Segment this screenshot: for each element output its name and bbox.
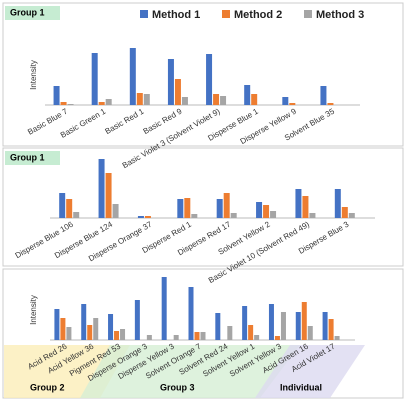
bar: [181, 97, 188, 105]
bar: [242, 306, 248, 340]
bar: [81, 304, 87, 340]
bar: [59, 193, 66, 218]
y-axis-label: Intensity: [29, 60, 38, 90]
bar: [66, 199, 73, 218]
bar: [334, 336, 340, 340]
group-badge: [5, 6, 60, 20]
legend-swatch: [304, 10, 312, 18]
group-band: [255, 345, 365, 398]
bar: [248, 325, 254, 340]
bar: [108, 314, 114, 340]
bar: [223, 193, 230, 218]
bar: [220, 96, 227, 105]
bar: [73, 212, 80, 218]
bar: [91, 53, 98, 105]
bar: [67, 104, 74, 105]
bar: [280, 312, 286, 340]
bar: [120, 329, 126, 340]
group-badge: [5, 151, 60, 165]
bar: [173, 335, 179, 340]
legend-swatch: [140, 10, 148, 18]
bar: [98, 159, 105, 218]
bar: [144, 216, 151, 218]
bar: [251, 94, 258, 105]
bar: [200, 332, 206, 340]
bar: [268, 304, 274, 340]
bar: [188, 287, 194, 340]
bar: [134, 300, 140, 340]
bar: [184, 198, 191, 218]
bar: [174, 79, 181, 105]
bar: [53, 86, 60, 105]
bar: [254, 335, 260, 340]
bar: [274, 336, 280, 340]
bar: [129, 48, 136, 105]
bar: [216, 199, 223, 218]
bar: [114, 331, 120, 340]
bar: [143, 94, 150, 105]
bar: [302, 196, 309, 218]
bar: [320, 86, 327, 105]
bar: [191, 214, 198, 218]
bar: [227, 326, 233, 340]
bar: [54, 309, 60, 340]
bar: [93, 318, 99, 340]
bar: [112, 204, 119, 218]
bar: [230, 213, 237, 218]
bar: [137, 216, 144, 218]
group-label: Group 1: [10, 7, 45, 17]
bar: [256, 202, 263, 218]
group-label: Group 3: [160, 382, 195, 392]
bar: [341, 207, 348, 218]
group-band: [80, 345, 300, 398]
bar: [60, 102, 67, 105]
bar: [98, 102, 105, 105]
bar: [263, 205, 270, 218]
bar: [295, 189, 302, 218]
legend-label: Method 3: [316, 9, 364, 21]
legend-label: Method 2: [234, 9, 282, 21]
bar: [213, 94, 220, 105]
bar: [105, 99, 112, 105]
bar: [146, 335, 152, 340]
bar: [322, 312, 328, 340]
legend-label: Method 1: [152, 9, 200, 21]
bar: [66, 327, 72, 340]
bar: [215, 313, 221, 340]
bar: [328, 319, 334, 340]
bar: [87, 325, 93, 340]
group-label: Group 2: [30, 382, 65, 392]
bar: [295, 312, 301, 340]
bar: [282, 97, 289, 105]
bar: [301, 302, 307, 340]
bar: [244, 85, 251, 105]
bar: [60, 318, 66, 340]
legend-swatch: [222, 10, 230, 18]
bar: [307, 326, 313, 340]
bar: [177, 199, 184, 218]
bar: [167, 59, 174, 105]
bar: [136, 93, 143, 105]
bar: [334, 189, 341, 218]
y-axis-label: Intensity: [29, 295, 38, 325]
bar: [270, 211, 277, 218]
bar: [194, 332, 200, 340]
bar: [327, 103, 334, 105]
bar: [348, 213, 355, 218]
group-label: Group 1: [10, 152, 45, 162]
bar: [206, 54, 213, 105]
panel-frame: [2, 2, 404, 147]
x-tick-label: Basic Red 1: [104, 106, 146, 136]
panel-frame: [2, 147, 404, 267]
bar: [161, 277, 167, 340]
bar: [105, 173, 112, 218]
group-label: Individual: [280, 382, 322, 392]
bar: [309, 213, 316, 218]
bar: [289, 103, 296, 105]
